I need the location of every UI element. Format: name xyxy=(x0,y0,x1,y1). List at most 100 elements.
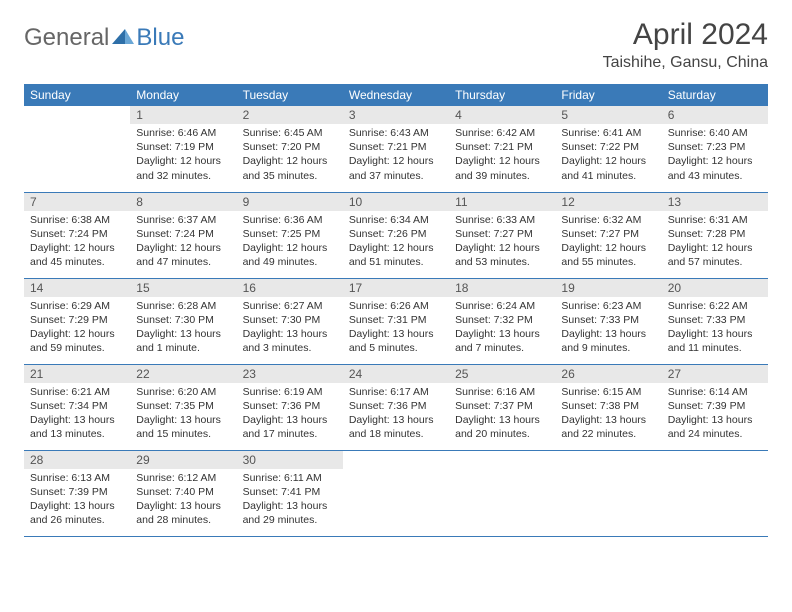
location: Taishihe, Gansu, China xyxy=(603,54,768,72)
logo-text-2: Blue xyxy=(136,24,184,52)
day-line-sr: Sunrise: 6:42 AM xyxy=(455,126,549,140)
calendar-cell: 14Sunrise: 6:29 AMSunset: 7:29 PMDayligh… xyxy=(24,278,130,364)
day-line-ss: Sunset: 7:36 PM xyxy=(349,399,443,413)
day-content: Sunrise: 6:22 AMSunset: 7:33 PMDaylight:… xyxy=(662,297,768,360)
day-number: 7 xyxy=(24,193,130,211)
day-line-ss: Sunset: 7:20 PM xyxy=(243,140,337,154)
day-line-dl: Daylight: 12 hours and 35 minutes. xyxy=(243,154,337,182)
day-content: Sunrise: 6:26 AMSunset: 7:31 PMDaylight:… xyxy=(343,297,449,360)
day-line-dl: Daylight: 13 hours and 26 minutes. xyxy=(30,499,124,527)
day-content: Sunrise: 6:29 AMSunset: 7:29 PMDaylight:… xyxy=(24,297,130,360)
day-number: 11 xyxy=(449,193,555,211)
day-line-sr: Sunrise: 6:31 AM xyxy=(668,213,762,227)
day-line-sr: Sunrise: 6:45 AM xyxy=(243,126,337,140)
calendar-cell: 7Sunrise: 6:38 AMSunset: 7:24 PMDaylight… xyxy=(24,192,130,278)
calendar-cell: 27Sunrise: 6:14 AMSunset: 7:39 PMDayligh… xyxy=(662,364,768,450)
day-line-dl: Daylight: 12 hours and 55 minutes. xyxy=(561,241,655,269)
day-content: Sunrise: 6:41 AMSunset: 7:22 PMDaylight:… xyxy=(555,124,661,187)
calendar-row: 28Sunrise: 6:13 AMSunset: 7:39 PMDayligh… xyxy=(24,450,768,536)
day-line-ss: Sunset: 7:27 PM xyxy=(455,227,549,241)
calendar-cell: 12Sunrise: 6:32 AMSunset: 7:27 PMDayligh… xyxy=(555,192,661,278)
day-line-ss: Sunset: 7:24 PM xyxy=(30,227,124,241)
calendar-cell: 2Sunrise: 6:45 AMSunset: 7:20 PMDaylight… xyxy=(237,106,343,192)
day-line-dl: Daylight: 12 hours and 53 minutes. xyxy=(455,241,549,269)
month-title: April 2024 xyxy=(603,18,768,52)
day-line-sr: Sunrise: 6:24 AM xyxy=(455,299,549,313)
day-line-ss: Sunset: 7:19 PM xyxy=(136,140,230,154)
day-number: 20 xyxy=(662,279,768,297)
day-number: 25 xyxy=(449,365,555,383)
day-line-ss: Sunset: 7:40 PM xyxy=(136,485,230,499)
day-line-dl: Daylight: 12 hours and 37 minutes. xyxy=(349,154,443,182)
calendar-cell xyxy=(662,450,768,536)
day-line-sr: Sunrise: 6:15 AM xyxy=(561,385,655,399)
calendar-cell xyxy=(449,450,555,536)
day-line-sr: Sunrise: 6:33 AM xyxy=(455,213,549,227)
day-content: Sunrise: 6:45 AMSunset: 7:20 PMDaylight:… xyxy=(237,124,343,187)
calendar-cell: 13Sunrise: 6:31 AMSunset: 7:28 PMDayligh… xyxy=(662,192,768,278)
day-line-dl: Daylight: 12 hours and 32 minutes. xyxy=(136,154,230,182)
day-number: 13 xyxy=(662,193,768,211)
day-line-sr: Sunrise: 6:20 AM xyxy=(136,385,230,399)
day-content: Sunrise: 6:12 AMSunset: 7:40 PMDaylight:… xyxy=(130,469,236,532)
day-line-sr: Sunrise: 6:27 AM xyxy=(243,299,337,313)
day-line-sr: Sunrise: 6:29 AM xyxy=(30,299,124,313)
day-line-dl: Daylight: 13 hours and 22 minutes. xyxy=(561,413,655,441)
calendar-cell: 21Sunrise: 6:21 AMSunset: 7:34 PMDayligh… xyxy=(24,364,130,450)
title-block: April 2024 Taishihe, Gansu, China xyxy=(603,18,768,72)
day-line-sr: Sunrise: 6:14 AM xyxy=(668,385,762,399)
calendar-cell: 28Sunrise: 6:13 AMSunset: 7:39 PMDayligh… xyxy=(24,450,130,536)
day-content: Sunrise: 6:34 AMSunset: 7:26 PMDaylight:… xyxy=(343,211,449,274)
logo: General Blue xyxy=(24,18,184,52)
day-content: Sunrise: 6:28 AMSunset: 7:30 PMDaylight:… xyxy=(130,297,236,360)
calendar-cell: 4Sunrise: 6:42 AMSunset: 7:21 PMDaylight… xyxy=(449,106,555,192)
calendar-row: 21Sunrise: 6:21 AMSunset: 7:34 PMDayligh… xyxy=(24,364,768,450)
day-number: 26 xyxy=(555,365,661,383)
day-line-dl: Daylight: 13 hours and 7 minutes. xyxy=(455,327,549,355)
calendar-cell: 8Sunrise: 6:37 AMSunset: 7:24 PMDaylight… xyxy=(130,192,236,278)
calendar-cell: 24Sunrise: 6:17 AMSunset: 7:36 PMDayligh… xyxy=(343,364,449,450)
day-content: Sunrise: 6:19 AMSunset: 7:36 PMDaylight:… xyxy=(237,383,343,446)
day-line-dl: Daylight: 12 hours and 59 minutes. xyxy=(30,327,124,355)
day-line-sr: Sunrise: 6:11 AM xyxy=(243,471,337,485)
day-number: 23 xyxy=(237,365,343,383)
header: General Blue April 2024 Taishihe, Gansu,… xyxy=(24,18,768,72)
day-content: Sunrise: 6:38 AMSunset: 7:24 PMDaylight:… xyxy=(24,211,130,274)
day-line-sr: Sunrise: 6:46 AM xyxy=(136,126,230,140)
calendar-cell: 18Sunrise: 6:24 AMSunset: 7:32 PMDayligh… xyxy=(449,278,555,364)
calendar-cell: 17Sunrise: 6:26 AMSunset: 7:31 PMDayligh… xyxy=(343,278,449,364)
day-line-dl: Daylight: 13 hours and 3 minutes. xyxy=(243,327,337,355)
day-content: Sunrise: 6:36 AMSunset: 7:25 PMDaylight:… xyxy=(237,211,343,274)
day-number: 2 xyxy=(237,106,343,124)
day-line-dl: Daylight: 13 hours and 17 minutes. xyxy=(243,413,337,441)
weekday-header: Thursday xyxy=(449,84,555,106)
day-line-ss: Sunset: 7:21 PM xyxy=(349,140,443,154)
day-line-sr: Sunrise: 6:16 AM xyxy=(455,385,549,399)
day-number: 9 xyxy=(237,193,343,211)
calendar-cell: 15Sunrise: 6:28 AMSunset: 7:30 PMDayligh… xyxy=(130,278,236,364)
day-line-dl: Daylight: 13 hours and 20 minutes. xyxy=(455,413,549,441)
weekday-header: Wednesday xyxy=(343,84,449,106)
day-line-dl: Daylight: 13 hours and 24 minutes. xyxy=(668,413,762,441)
day-number: 12 xyxy=(555,193,661,211)
day-line-dl: Daylight: 13 hours and 1 minute. xyxy=(136,327,230,355)
day-content: Sunrise: 6:32 AMSunset: 7:27 PMDaylight:… xyxy=(555,211,661,274)
day-line-sr: Sunrise: 6:32 AM xyxy=(561,213,655,227)
day-line-dl: Daylight: 13 hours and 9 minutes. xyxy=(561,327,655,355)
calendar-cell: 20Sunrise: 6:22 AMSunset: 7:33 PMDayligh… xyxy=(662,278,768,364)
day-number: 18 xyxy=(449,279,555,297)
day-line-ss: Sunset: 7:24 PM xyxy=(136,227,230,241)
day-line-ss: Sunset: 7:23 PM xyxy=(668,140,762,154)
calendar-cell: 26Sunrise: 6:15 AMSunset: 7:38 PMDayligh… xyxy=(555,364,661,450)
day-line-ss: Sunset: 7:26 PM xyxy=(349,227,443,241)
day-line-sr: Sunrise: 6:17 AM xyxy=(349,385,443,399)
day-line-dl: Daylight: 13 hours and 13 minutes. xyxy=(30,413,124,441)
calendar-cell: 10Sunrise: 6:34 AMSunset: 7:26 PMDayligh… xyxy=(343,192,449,278)
day-content: Sunrise: 6:21 AMSunset: 7:34 PMDaylight:… xyxy=(24,383,130,446)
day-content: Sunrise: 6:40 AMSunset: 7:23 PMDaylight:… xyxy=(662,124,768,187)
calendar-cell xyxy=(24,106,130,192)
day-content: Sunrise: 6:20 AMSunset: 7:35 PMDaylight:… xyxy=(130,383,236,446)
day-line-dl: Daylight: 12 hours and 39 minutes. xyxy=(455,154,549,182)
day-line-dl: Daylight: 12 hours and 47 minutes. xyxy=(136,241,230,269)
day-number: 15 xyxy=(130,279,236,297)
